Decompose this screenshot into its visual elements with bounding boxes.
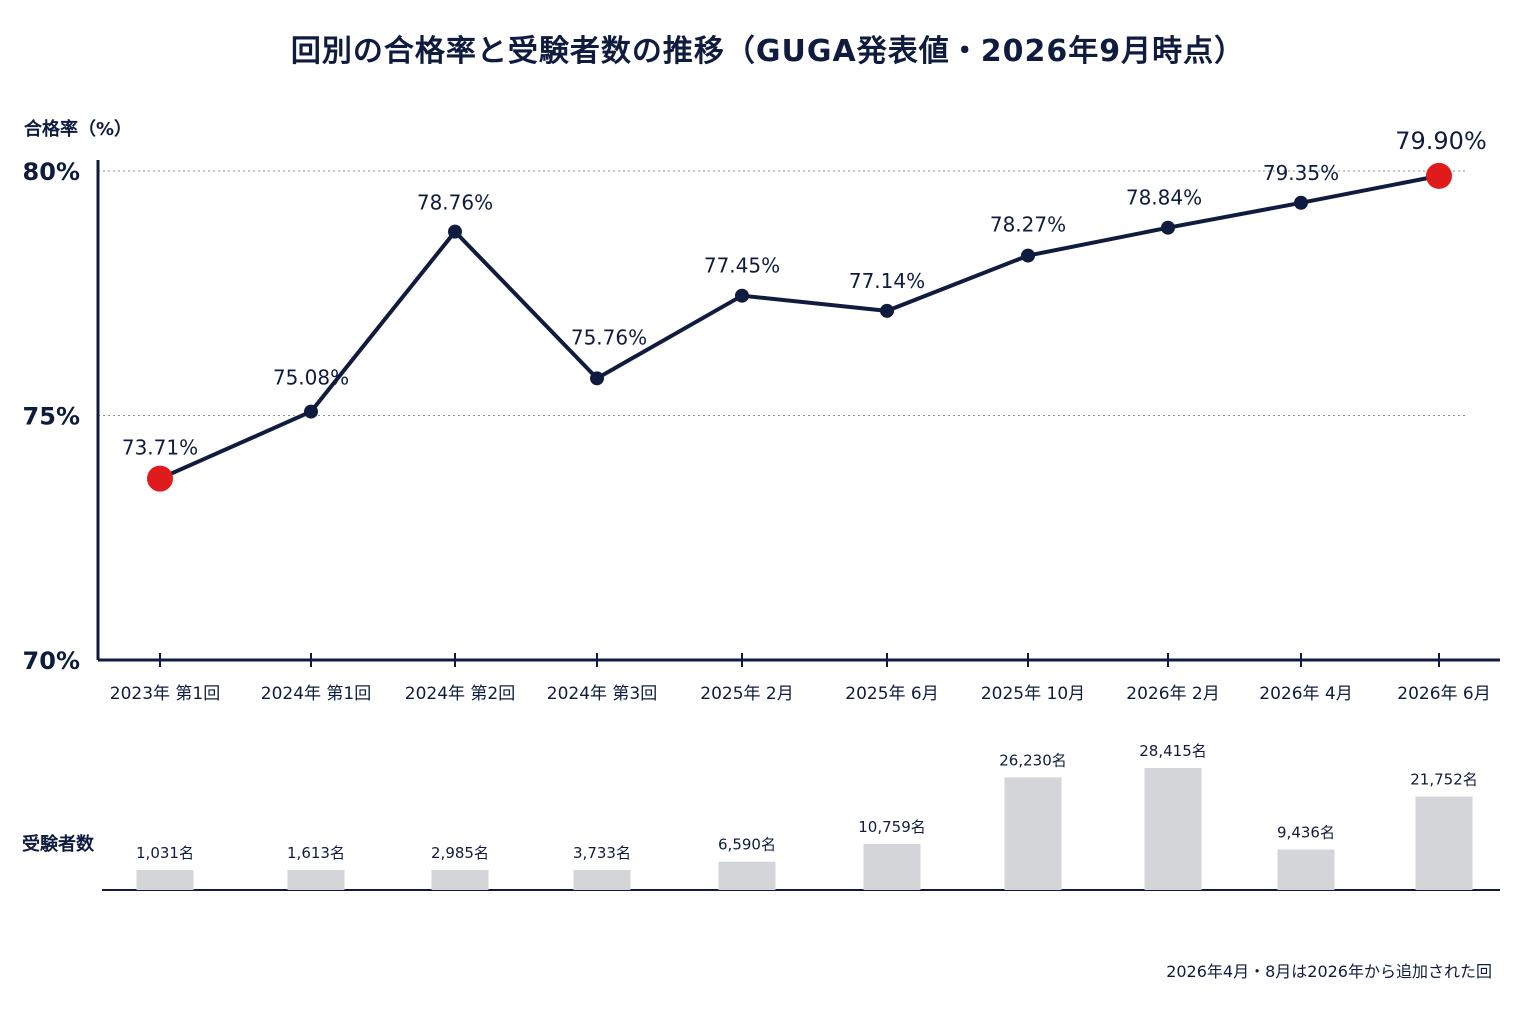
- data-point: [448, 224, 462, 239]
- count-data-label: 26,230名: [999, 751, 1067, 769]
- count-data-label: 21,752名: [1410, 771, 1478, 789]
- data-point: [1021, 248, 1035, 263]
- rate-data-label: 78.27%: [990, 213, 1066, 237]
- x-tick-label: 2025年 2月: [700, 684, 793, 704]
- footnote: 2026年4月・8月は2026年から追加された回: [1166, 962, 1492, 981]
- count-data-label: 28,415名: [1139, 742, 1207, 760]
- axes: [96, 160, 1500, 891]
- x-tick-label: 2024年 第2回: [405, 684, 515, 704]
- count-data-label: 3,733名: [573, 844, 631, 862]
- y-tick-label: 75%: [23, 403, 80, 431]
- count-bar: [287, 870, 345, 890]
- rate-data-label: 77.14%: [849, 269, 925, 293]
- count-data-label: 2,985名: [431, 844, 489, 862]
- count-bar: [1415, 796, 1473, 890]
- data-point: [880, 303, 894, 318]
- rate-line-series: 73.71% 75.08% 78.76% 75.76% 77.45% 77.14% 78.2…: [122, 127, 1487, 492]
- count-bar: [573, 870, 631, 890]
- chart-title: 回別の合格率と受験者数の推移（GUGA発表値・2026年9月時点）: [290, 34, 1246, 69]
- count-bar: [1004, 777, 1062, 890]
- rate-data-label: 73.71%: [122, 436, 198, 460]
- rate-data-label: 79.35%: [1263, 161, 1339, 185]
- y-tick-labels: 80% 75% 70%: [23, 158, 80, 675]
- count-bar: [1144, 768, 1202, 890]
- count-bar: [863, 843, 921, 890]
- data-point: [735, 288, 749, 303]
- bar-section-title: 受験者数: [22, 833, 95, 855]
- highlighted-point: [1426, 162, 1452, 189]
- count-data-label: 1,613名: [287, 844, 345, 862]
- count-bar: [718, 861, 776, 890]
- count-bar-series: 1,031名 1,613名 2,985名 3,733名 6,590名 10,759名 26,…: [136, 742, 1478, 890]
- x-tick-label: 2026年 2月: [1126, 684, 1219, 704]
- y-axis-title: 合格率（%）: [24, 118, 132, 140]
- data-point: [590, 371, 604, 386]
- x-tick-label: 2025年 6月: [845, 684, 938, 704]
- rate-data-label: 75.76%: [571, 325, 647, 349]
- rate-data-label: 78.76%: [417, 191, 493, 215]
- rate-data-label: 75.08%: [273, 366, 349, 390]
- y-tick-label: 70%: [23, 647, 80, 675]
- x-tick-label: 2025年 10月: [981, 684, 1085, 704]
- data-point: [1161, 220, 1175, 235]
- grid-lines: [98, 170, 1466, 416]
- count-data-label: 1,031名: [136, 844, 194, 862]
- count-data-label: 10,759名: [858, 818, 926, 836]
- x-tick-labels: 2023年 第1回 2024年 第1回 2024年 第2回 2024年 第3回 2025…: [110, 653, 1491, 704]
- count-data-label: 9,436名: [1277, 823, 1335, 841]
- rate-data-label: 78.84%: [1126, 186, 1202, 210]
- rate-line: [158, 173, 1441, 481]
- count-bar: [1277, 849, 1335, 890]
- count-bar: [136, 870, 194, 890]
- x-tick-label: 2023年 第1回: [110, 684, 220, 704]
- y-tick-label: 80%: [23, 158, 80, 186]
- data-point: [1294, 195, 1308, 210]
- x-tick-label: 2026年 6月: [1397, 684, 1490, 704]
- count-bar: [431, 870, 489, 890]
- rate-data-label: 77.45%: [704, 254, 780, 278]
- x-tick-label: 2024年 第1回: [261, 684, 371, 704]
- count-data-label: 6,590名: [718, 836, 776, 854]
- highlighted-point: [147, 465, 173, 492]
- data-point: [304, 404, 318, 419]
- rate-data-label: 79.90%: [1395, 127, 1487, 155]
- x-tick-label: 2026年 4月: [1259, 684, 1352, 704]
- x-tick-label: 2024年 第3回: [547, 684, 657, 704]
